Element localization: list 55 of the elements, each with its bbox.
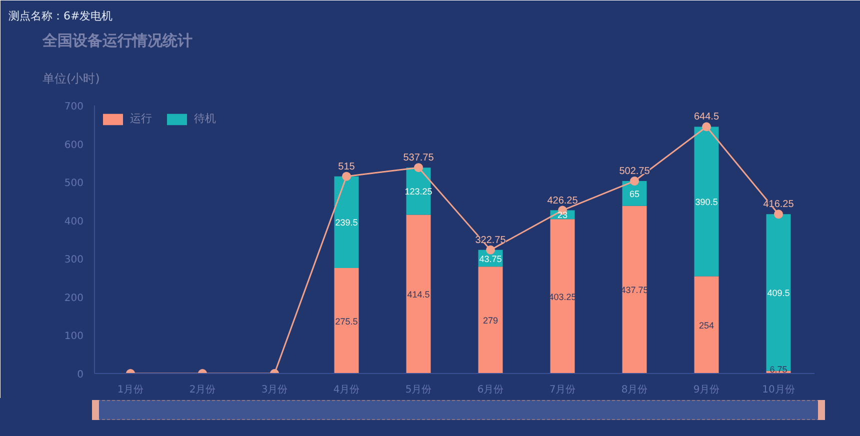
data-label: 416.25 [763,199,794,210]
data-label: 123.25 [404,186,432,197]
bar [334,268,359,374]
bar [694,276,719,374]
y-tick-label: 100 [64,331,84,342]
y-tick-label: 200 [64,292,84,304]
data-label: 414.5 [407,290,430,300]
data-label: 390.5 [695,197,718,207]
y-tick-label: 300 [64,254,84,266]
bar [406,214,431,374]
data-label: 426.25 [547,195,578,206]
bar [694,126,719,276]
legend-label: 运行 [130,111,152,126]
x-tick-label: 10月份 [762,384,795,396]
data-label: 502.75 [619,166,650,178]
point [414,163,423,172]
data-label: 644.5 [694,112,720,123]
chart-title: 全国设备运行情况统计 [42,32,192,50]
data-label: 322.75 [475,234,506,246]
x-tick-label: 8月份 [621,384,648,396]
x-tick-label: 6月份 [477,384,504,396]
data-label: 279 [482,316,498,326]
x-tick-label: 3月份 [261,384,288,396]
x-tick-label: 9月份 [693,384,720,396]
data-label: 65 [629,188,640,199]
y-tick-label: 500 [64,178,84,190]
bar [478,266,503,374]
text: 测点名称：6#发电机 [8,10,113,22]
legend-label: 待机 [194,111,216,126]
y-tick-label: 600 [64,140,84,151]
y-tick-label: 400 [64,216,84,228]
point [702,122,711,132]
data-label: 275.5 [335,316,358,326]
data-label: 254 [698,320,714,330]
chart-subtitle: 单位(小时) [42,72,100,86]
x-tick-label: 7月份 [549,384,576,396]
bar [622,206,647,374]
bar [334,176,359,268]
y-tick-label: 0 [77,370,84,380]
x-tick-label: 1月份 [117,384,144,396]
bar [766,214,791,371]
x-tick-label: 5月份 [405,384,432,396]
data-label: 409.5 [767,288,790,298]
point [342,172,351,181]
point [630,176,639,186]
bar [550,219,575,374]
data-label: 239.5 [335,218,358,228]
point [774,210,783,219]
x-tick-label: 4月份 [333,384,360,396]
point [486,245,495,254]
y-tick-label: 700 [64,102,84,112]
data-label: 515 [338,161,356,172]
data-label: 537.75 [403,152,434,164]
data-label: 43.75 [479,254,502,264]
x-tick-label: 2月份 [189,384,216,396]
